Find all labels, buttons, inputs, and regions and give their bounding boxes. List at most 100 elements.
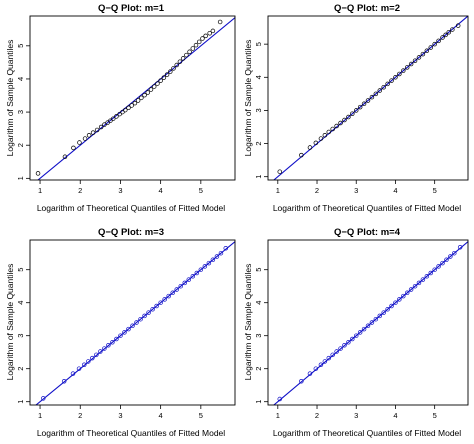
data-point [151,84,157,89]
data-point [180,56,186,61]
qq-panel-4: Q−Q Plot: m=4 Logarithm of Theoretical Qu… [243,227,469,438]
x-tick-label: 4 [393,411,397,420]
data-point [194,270,200,276]
data-point [350,111,355,116]
data-point [416,280,422,286]
data-point [82,362,87,367]
data-point [118,333,123,338]
y-tick-label: 2 [16,143,25,147]
y-tick-label: 4 [254,75,263,79]
data-point [142,92,147,98]
data-point [177,59,183,64]
data-point [178,283,183,289]
y-tick-label: 5 [16,268,25,272]
data-point [106,343,111,348]
data-point [385,81,390,87]
data-point [455,23,461,28]
data-point [129,103,134,108]
y-tick-label: 3 [16,334,25,338]
data-point [443,32,448,38]
x-tick-label: 2 [78,186,82,195]
data-point [158,300,163,305]
data-point [94,352,99,358]
data-point [397,297,402,302]
data-point [299,152,304,158]
plot-frame [29,239,236,406]
data-point [338,346,343,351]
x-tick-label: 4 [159,411,163,420]
x-tick-label: 3 [354,186,358,195]
data-point [353,108,359,113]
data-point [206,260,212,266]
data-point [174,62,179,68]
x-tick-label: 5 [199,186,203,195]
panel-title: Q−Q Plot: m=3 [98,227,164,238]
data-point [161,75,167,80]
data-point [190,46,196,51]
data-point [210,28,216,34]
data-point [404,65,410,70]
data-point [353,333,359,338]
data-point [381,310,386,315]
data-point [114,336,119,342]
data-point [170,290,175,296]
data-point [200,36,205,41]
data-point [436,38,441,44]
data-point [313,140,319,146]
x-tick-label: 1 [276,186,280,195]
x-axis-label: Logarithm of Theoretical Quantiles of Fi… [37,428,225,438]
reference-line [273,16,468,180]
data-point [377,313,383,319]
data-point [190,274,196,279]
data-point [210,257,216,263]
data-point [182,280,188,286]
data-point [134,320,139,325]
data-point [446,29,452,35]
data-point [168,69,173,74]
data-point [408,61,414,67]
y-tick-label: 4 [254,301,263,305]
y-tick-label: 4 [16,77,25,81]
data-point [198,267,204,272]
data-point [94,127,100,133]
x-tick-label: 1 [38,411,42,420]
data-point [318,362,324,367]
y-axis-label: Logarithm of Sample Quantiles [243,40,253,157]
data-point [401,68,406,73]
data-point [369,94,375,100]
data-point [365,98,371,103]
data-point [86,359,91,364]
data-point [381,84,386,90]
data-point [158,78,163,83]
data-point [135,98,141,103]
y-tick-label: 5 [254,42,263,46]
plot-frame [267,15,469,181]
data-point [90,130,96,135]
data-point [166,293,171,299]
data-point [307,371,313,376]
data-point [420,277,426,282]
data-point [450,27,455,32]
data-point [150,307,155,312]
x-tick-label: 4 [159,186,163,195]
x-axis-label: Logarithm of Theoretical Quantiles of Fi… [37,203,225,213]
data-point [346,340,351,345]
data-point [393,75,398,80]
y-tick-label: 3 [16,110,25,114]
data-point [139,95,144,101]
data-point [70,371,76,376]
data-point [86,133,92,138]
data-point [428,270,433,276]
y-axis-label: Logarithm of Sample Quantiles [5,40,15,157]
y-tick-label: 3 [254,108,263,112]
x-axis-label: Logarithm of Theoretical Quantiles of Fi… [273,203,461,213]
data-point [277,169,283,174]
data-point [90,355,95,361]
plot-frame [29,15,236,181]
x-tick-label: 3 [118,186,122,195]
x-tick-label: 2 [78,411,82,420]
x-tick-label: 5 [433,411,437,420]
data-point [214,254,220,259]
